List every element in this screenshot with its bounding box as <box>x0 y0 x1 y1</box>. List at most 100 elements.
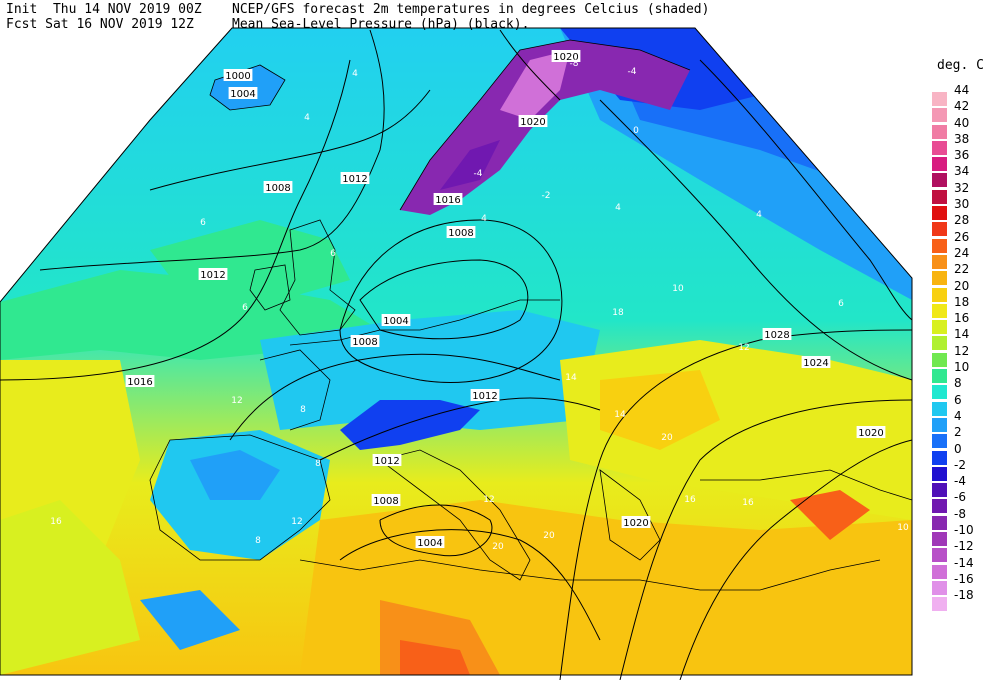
pressure-label: 1028 <box>764 330 789 341</box>
legend-row: 34 <box>932 164 998 189</box>
legend-swatch <box>932 352 947 367</box>
pressure-label: 1016 <box>435 195 460 206</box>
temperature-label: 20 <box>661 433 673 443</box>
legend-swatch <box>932 564 947 579</box>
legend-row: -8 <box>932 507 998 532</box>
temperature-label: 4 <box>304 113 310 123</box>
legend-row: 18 <box>932 295 998 320</box>
legend-label: 12 <box>954 343 970 358</box>
legend-row: 14 <box>932 327 998 352</box>
legend-label: -18 <box>954 588 974 603</box>
legend-label: 22 <box>954 262 970 277</box>
legend-label: -10 <box>954 523 974 538</box>
pressure-label: 1008 <box>373 496 398 507</box>
legend-row: 36 <box>932 148 998 173</box>
legend-label: 20 <box>954 278 970 293</box>
pressure-label-bg <box>762 328 792 340</box>
legend-row: 4 <box>932 409 998 434</box>
coastlines <box>149 39 913 591</box>
pressure-label-bg <box>125 375 155 387</box>
legend-swatch <box>932 189 947 204</box>
legend-swatch <box>932 336 947 351</box>
temperature-label: 12 <box>483 495 494 505</box>
legend-swatch <box>932 140 947 155</box>
temperature-label: 4 <box>481 214 487 224</box>
temperature-label: 10 <box>897 523 909 533</box>
legend-swatch <box>932 385 947 400</box>
legend-label: 14 <box>954 327 970 342</box>
legend-label: 8 <box>954 376 962 391</box>
temperature-label: 16 <box>742 498 754 508</box>
legend-row: -4 <box>932 474 998 499</box>
pressure-label: 1008 <box>448 228 473 239</box>
temperature-label: 12 <box>291 517 302 527</box>
legend-swatch <box>932 369 947 384</box>
pressure-label: 1012 <box>342 174 367 185</box>
temperature-field <box>0 28 912 675</box>
legend-label: 2 <box>954 425 962 440</box>
pressure-label-bg <box>433 193 463 205</box>
temperature-label: 6 <box>838 299 844 309</box>
legend-label: 26 <box>954 229 970 244</box>
legend-label: -12 <box>954 539 974 554</box>
legend-row: 28 <box>932 213 998 238</box>
legend-label: 40 <box>954 115 970 130</box>
legend-label: -14 <box>954 555 974 570</box>
legend-row: 16 <box>932 311 998 336</box>
legend-row: 40 <box>932 116 998 141</box>
pressure-label-bg <box>801 356 831 368</box>
legend-row: 30 <box>932 197 998 222</box>
map-title: NCEP/GFS forecast 2m temperatures in deg… <box>232 2 710 17</box>
pressure-label-bg <box>340 172 370 184</box>
legend-unit: deg. C <box>937 58 984 73</box>
pressure-label-bg <box>446 226 476 238</box>
temperature-label: 12 <box>231 396 242 406</box>
pressure-label-bg <box>198 268 228 280</box>
legend-label: 30 <box>954 197 970 212</box>
legend-swatch <box>932 401 947 416</box>
legend-label: 36 <box>954 148 970 163</box>
legend-label: 44 <box>954 83 970 97</box>
legend-label: 18 <box>954 294 970 309</box>
legend-swatch <box>932 303 947 318</box>
temperature-label: 18 <box>612 308 624 318</box>
pressure-label: 1020 <box>520 117 545 128</box>
temperature-label: 6 <box>242 303 248 313</box>
legend-swatch <box>932 417 947 432</box>
temperature-label: 8 <box>255 536 261 546</box>
legend-swatch <box>932 157 947 172</box>
temperature-label: 20 <box>543 531 555 541</box>
pressure-label: 1016 <box>127 377 152 388</box>
legend-row: 22 <box>932 262 998 287</box>
legend-row: 2 <box>932 425 998 450</box>
temperature-label: 4 <box>615 203 621 213</box>
temperature-label: 16 <box>50 517 62 527</box>
legend-row: 26 <box>932 230 998 255</box>
legend-row: 44 <box>932 83 998 108</box>
legend-label: -8 <box>954 506 966 521</box>
pressure-label: 1020 <box>858 428 883 439</box>
legend-swatch <box>932 320 947 335</box>
pressure-label-bg <box>381 314 411 326</box>
legend-swatch <box>932 548 947 563</box>
legend-row: 12 <box>932 344 998 369</box>
pressure-label-bg <box>371 494 401 506</box>
temperature-label: 8 <box>315 459 321 469</box>
legend-label: 16 <box>954 311 970 326</box>
pressure-label: 1004 <box>417 538 442 549</box>
pressure-label: 1012 <box>472 391 497 402</box>
temperature-label: 20 <box>492 542 504 552</box>
legend-label: 0 <box>954 441 962 456</box>
legend-label: 38 <box>954 131 970 146</box>
legend-swatch <box>932 92 947 106</box>
legend-row: 8 <box>932 376 998 401</box>
forecast-time: Fcst Sat 16 NOV 2019 12Z <box>6 17 194 32</box>
legend-label: 6 <box>954 392 962 407</box>
pressure-label-bg <box>263 181 293 193</box>
legend-swatch <box>932 206 947 221</box>
legend-row: 0 <box>932 442 998 467</box>
legend-swatch <box>932 499 947 514</box>
legend-swatch <box>932 450 947 465</box>
pressure-label: 1000 <box>225 71 250 82</box>
